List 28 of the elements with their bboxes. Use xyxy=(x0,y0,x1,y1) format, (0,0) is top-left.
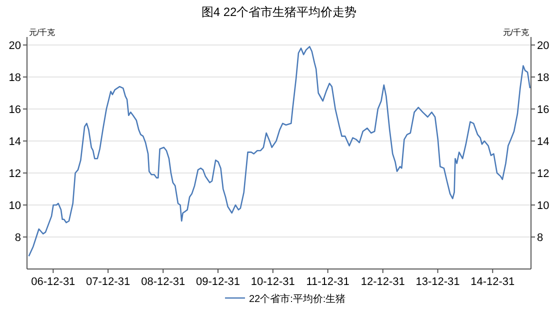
y-tick-label: 8 xyxy=(14,232,21,244)
y-axis-title: 元/千克 xyxy=(29,28,56,37)
y2-tick-label: 10 xyxy=(537,200,550,212)
y-tick-label: 10 xyxy=(8,200,21,212)
y2-axis-title: 元/千克 xyxy=(502,28,529,37)
y2-tick-label: 16 xyxy=(537,104,550,116)
y2-tick-label: 12 xyxy=(537,168,550,180)
x-tick-label: 09-12-31 xyxy=(196,276,240,288)
y-tick-label: 16 xyxy=(8,104,21,116)
legend: 22个省市:平均价:生猪 xyxy=(225,294,346,305)
y2-tick-label: 18 xyxy=(537,72,550,84)
x-tick-label: 14-12-31 xyxy=(470,276,515,288)
legend-label: 22个省市:平均价:生猪 xyxy=(249,293,346,305)
x-tick-label: 12-12-31 xyxy=(360,276,405,288)
x-tick-label: 11-12-31 xyxy=(306,276,350,288)
y2-tick-label: 20 xyxy=(537,40,550,52)
y-tick-label: 20 xyxy=(8,40,21,52)
y-tick-label: 14 xyxy=(8,136,21,148)
x-tick-label: 07-12-31 xyxy=(86,276,130,288)
y-tick-label: 18 xyxy=(8,72,21,84)
y-tick-label: 12 xyxy=(8,168,21,180)
x-tick-label: 08-12-31 xyxy=(141,276,186,288)
x-tick-label: 13-12-31 xyxy=(416,276,460,288)
x-tick-label: 06-12-31 xyxy=(31,276,76,288)
chart-title: 图4 22个省市生猪平均价走势 xyxy=(201,5,357,19)
x-tick-label: 10-12-31 xyxy=(250,276,295,288)
y2-tick-label: 14 xyxy=(537,136,550,148)
y2-tick-label: 8 xyxy=(537,232,544,244)
